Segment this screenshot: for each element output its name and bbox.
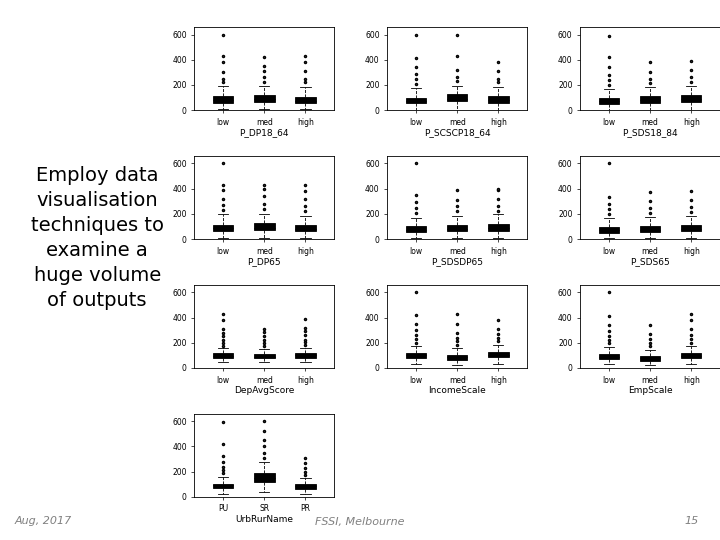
Text: FSSI, Melbourne: FSSI, Melbourne [315,516,405,526]
X-axis label: P_DP65: P_DP65 [248,257,281,266]
PathPatch shape [406,353,426,358]
X-axis label: IncomeScale: IncomeScale [428,386,486,395]
X-axis label: P_SDSDP65: P_SDSDP65 [431,257,483,266]
PathPatch shape [213,353,233,358]
X-axis label: DepAvgScore: DepAvgScore [234,386,294,395]
X-axis label: EmpScale: EmpScale [628,386,672,395]
PathPatch shape [254,473,274,482]
PathPatch shape [295,97,315,103]
PathPatch shape [406,226,426,232]
PathPatch shape [640,226,660,232]
PathPatch shape [295,225,315,232]
PathPatch shape [488,96,508,103]
PathPatch shape [488,352,508,357]
PathPatch shape [295,353,315,357]
Text: 15: 15 [684,516,698,526]
PathPatch shape [599,98,619,104]
PathPatch shape [447,225,467,232]
PathPatch shape [213,225,233,231]
PathPatch shape [447,355,467,360]
Text: Aug, 2017: Aug, 2017 [14,516,72,526]
PathPatch shape [254,223,274,230]
PathPatch shape [488,224,508,231]
PathPatch shape [681,95,701,102]
X-axis label: UrbRurName: UrbRurName [235,515,293,524]
PathPatch shape [599,354,619,359]
PathPatch shape [295,484,315,489]
PathPatch shape [640,96,660,103]
X-axis label: P_SCSCP18_64: P_SCSCP18_64 [424,128,490,137]
PathPatch shape [599,227,619,233]
PathPatch shape [640,356,660,361]
Text: Employ data
visualisation
techniques to
examine a
huge volume
of outputs: Employ data visualisation techniques to … [31,166,163,310]
PathPatch shape [406,98,426,103]
PathPatch shape [254,95,274,102]
PathPatch shape [213,484,233,488]
PathPatch shape [447,94,467,102]
PathPatch shape [254,354,274,359]
PathPatch shape [681,225,701,232]
X-axis label: P_SDS65: P_SDS65 [630,257,670,266]
X-axis label: P_SDS18_84: P_SDS18_84 [622,128,678,137]
X-axis label: P_DP18_64: P_DP18_64 [240,128,289,137]
PathPatch shape [213,96,233,103]
PathPatch shape [681,353,701,359]
